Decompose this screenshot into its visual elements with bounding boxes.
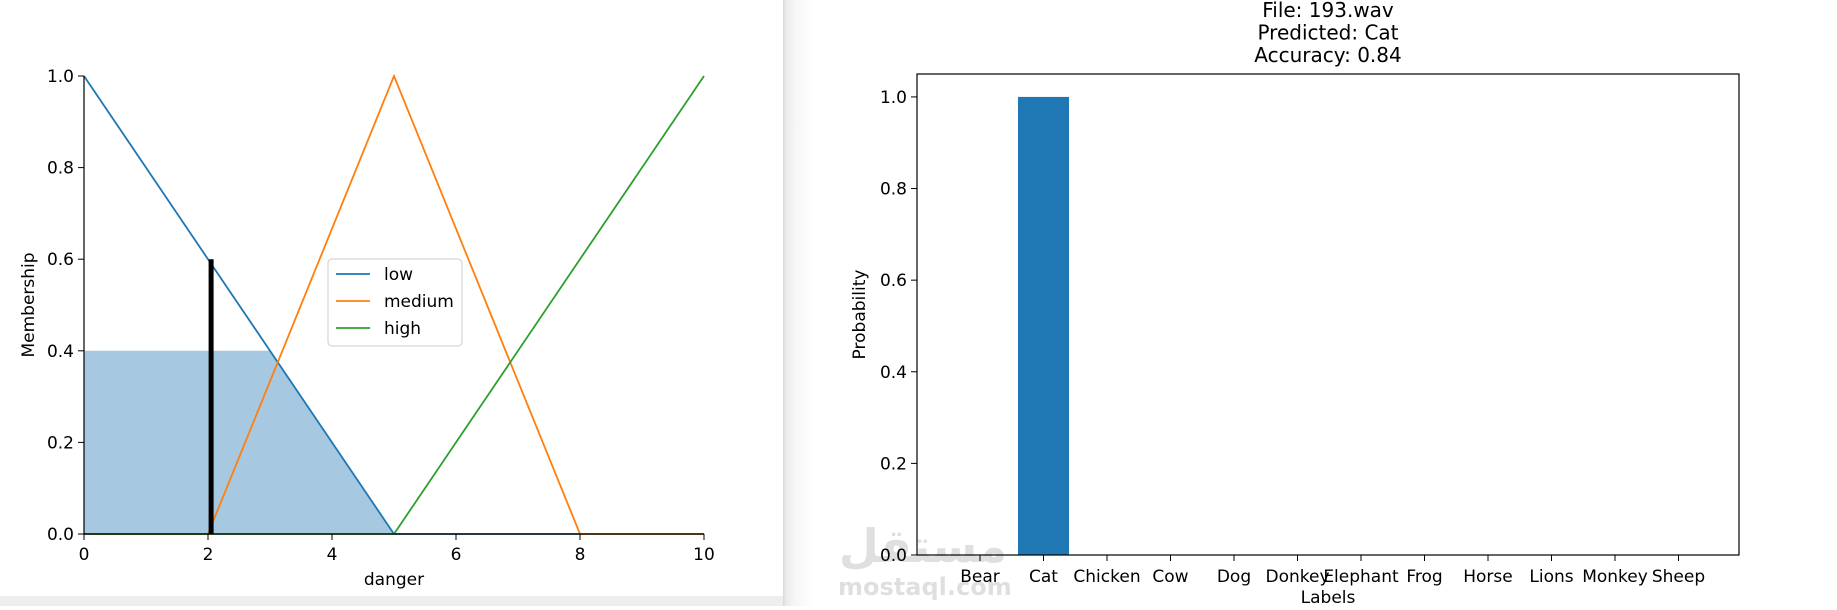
y-tick-label: 0.8 (47, 159, 74, 179)
horizontal-scrollbar[interactable] (0, 596, 783, 606)
chart-title-line: Predicted: Cat (1257, 21, 1398, 45)
x-tick-label: Chicken (1073, 567, 1140, 587)
x-tick-label: 4 (327, 545, 338, 565)
x-tick-label: Bear (960, 567, 1000, 587)
fuzzy-membership-chart: 0 2 4 6 8 10 0.0 0.2 0.4 0.6 0.8 1.0 danger Membershi… (19, 67, 715, 590)
y-tick-label: 0.0 (47, 525, 74, 545)
fuzzy-membership-panel: 0 2 4 6 8 10 0.0 0.2 0.4 0.6 0.8 1.0 danger Membershi… (0, 0, 783, 606)
y-tick-label: 0.6 (880, 271, 907, 291)
y-axis-label: Probability (850, 270, 870, 360)
bar-cat (1018, 96, 1069, 556)
x-tick-label: 0 (79, 545, 90, 565)
x-tick-label: 6 (451, 545, 462, 565)
x-tick-label: Frog (1406, 567, 1442, 587)
x-tick-label: 8 (575, 545, 586, 565)
activation-area (84, 350, 394, 534)
legend-label-medium: medium (384, 292, 454, 312)
x-tick-label: Lions (1529, 567, 1573, 587)
legend-label-high: high (384, 319, 421, 339)
y-tick-label: 0.4 (880, 363, 907, 383)
y-tick-label: 1.0 (880, 88, 907, 108)
x-tick-label: Elephant (1323, 567, 1399, 587)
y-axis-label: Membership (19, 252, 39, 357)
x-tick-label: Horse (1463, 567, 1513, 587)
x-tick-label: Sheep (1652, 567, 1705, 587)
x-tick-label: Cat (1029, 567, 1058, 587)
y-tick-label: 0.2 (880, 454, 907, 474)
plot-frame (916, 73, 1740, 556)
y-tick-label: 0.2 (47, 433, 74, 453)
y-tick-label: 0.4 (47, 342, 74, 362)
legend-label-low: low (384, 265, 413, 285)
legend: low medium high (327, 258, 463, 347)
x-tick-label: 10 (693, 545, 715, 565)
chart-title-line: File: 193.wav (1262, 0, 1394, 22)
x-tick-label: Monkey (1582, 567, 1648, 587)
x-tick-label: Dog (1217, 567, 1251, 587)
x-axis-label: Labels (1301, 588, 1356, 606)
panel-divider (783, 0, 815, 606)
y-tick-label: 1.0 (47, 67, 74, 87)
y-tick-label: 0.6 (47, 250, 74, 270)
y-tick-label: 0.8 (880, 180, 907, 200)
chart-title-line: Accuracy: 0.84 (1254, 43, 1401, 67)
x-tick-label: Donkey (1265, 567, 1329, 587)
legend-box (327, 258, 463, 347)
x-axis-label: danger (364, 570, 424, 590)
y-tick-label: 0.0 (880, 546, 907, 566)
x-tick-label: Cow (1152, 567, 1188, 587)
prediction-panel: File: 193.wav Predicted: Cat Accuracy: 0.8… (815, 0, 1837, 608)
x-tick-label: 2 (203, 545, 214, 565)
